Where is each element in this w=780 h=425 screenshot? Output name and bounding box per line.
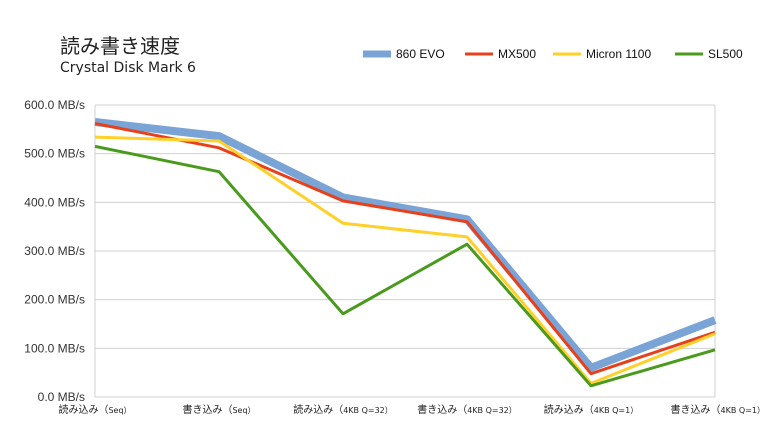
series-line-860-evo bbox=[94, 118, 717, 372]
y-tick-label: 200.0 MB/s bbox=[24, 293, 85, 307]
x-tick-sub: 4KB Q=32） bbox=[467, 406, 517, 415]
x-tick-label: 書き込み（4KB Q=1） bbox=[671, 403, 765, 416]
series-line-sl500 bbox=[94, 144, 716, 388]
y-tick-label: 100.0 MB/s bbox=[24, 341, 85, 355]
x-tick-label: 読み込み（Seq） bbox=[58, 403, 131, 416]
y-tick-label: 0.0 MB/s bbox=[38, 390, 85, 404]
x-tick-sub: Seq） bbox=[232, 406, 255, 415]
legend-label: Micron 1100 bbox=[586, 47, 651, 61]
x-tick-main: 読み込み（ bbox=[58, 403, 108, 416]
series-line-micron-1100 bbox=[94, 135, 716, 385]
series-line-mx500 bbox=[94, 122, 716, 376]
x-tick-label: 書き込み（Seq） bbox=[182, 403, 255, 416]
x-tick-main: 読み込み（ bbox=[544, 403, 594, 416]
x-tick-main: 書き込み（ bbox=[671, 403, 721, 416]
legend-label: MX500 bbox=[498, 47, 536, 61]
legend: 860 EVO MX500 Micron 1100 SL500 bbox=[363, 47, 743, 61]
legend-label: 860 EVO bbox=[396, 47, 445, 61]
legend-label: SL500 bbox=[708, 47, 743, 61]
grid-lines bbox=[94, 104, 716, 398]
chart-title: 読み書き速度 bbox=[60, 34, 180, 58]
x-tick-label: 書き込み（4KB Q=32） bbox=[417, 403, 517, 416]
x-axis-ticks: 読み込み（Seq） 書き込み（Seq） 読み込み（4KB Q=32） 書き込み（4KB… bbox=[58, 403, 765, 416]
y-tick-label: 300.0 MB/s bbox=[24, 244, 85, 258]
x-tick-sub: 4KB Q=32） bbox=[343, 406, 393, 415]
x-tick-label: 読み込み（4KB Q=1） bbox=[544, 403, 638, 416]
x-tick-sub: 4KB Q=1） bbox=[594, 406, 638, 415]
y-tick-label: 400.0 MB/s bbox=[24, 195, 85, 209]
x-tick-label: 読み込み（4KB Q=32） bbox=[293, 403, 393, 416]
chart-subtitle: Crystal Disk Mark 6 bbox=[60, 60, 196, 76]
series-lines bbox=[94, 118, 717, 388]
x-tick-sub: Seq） bbox=[108, 406, 131, 415]
y-tick-label: 500.0 MB/s bbox=[24, 147, 85, 161]
x-tick-main: 書き込み（ bbox=[417, 403, 467, 416]
x-tick-sub: 4KB Q=1） bbox=[721, 406, 765, 415]
y-axis-ticks: 0.0 MB/s 100.0 MB/s 200.0 MB/s 300.0 MB/s 40… bbox=[24, 98, 85, 404]
y-tick-label: 600.0 MB/s bbox=[24, 98, 85, 112]
x-tick-main: 書き込み（ bbox=[182, 403, 232, 416]
x-tick-main: 読み込み（ bbox=[293, 403, 343, 416]
